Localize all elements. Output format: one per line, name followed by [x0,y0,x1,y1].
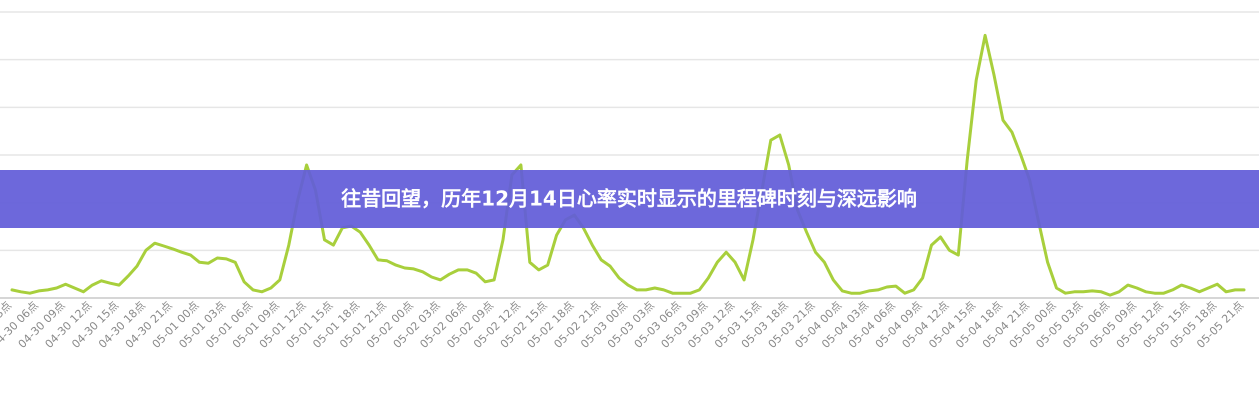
line-series [10,33,1246,297]
chart-title: 往昔回望，历年12月14日心率实时显示的里程碑时刻与深远影响 [341,187,917,211]
title-banner [0,170,1259,228]
